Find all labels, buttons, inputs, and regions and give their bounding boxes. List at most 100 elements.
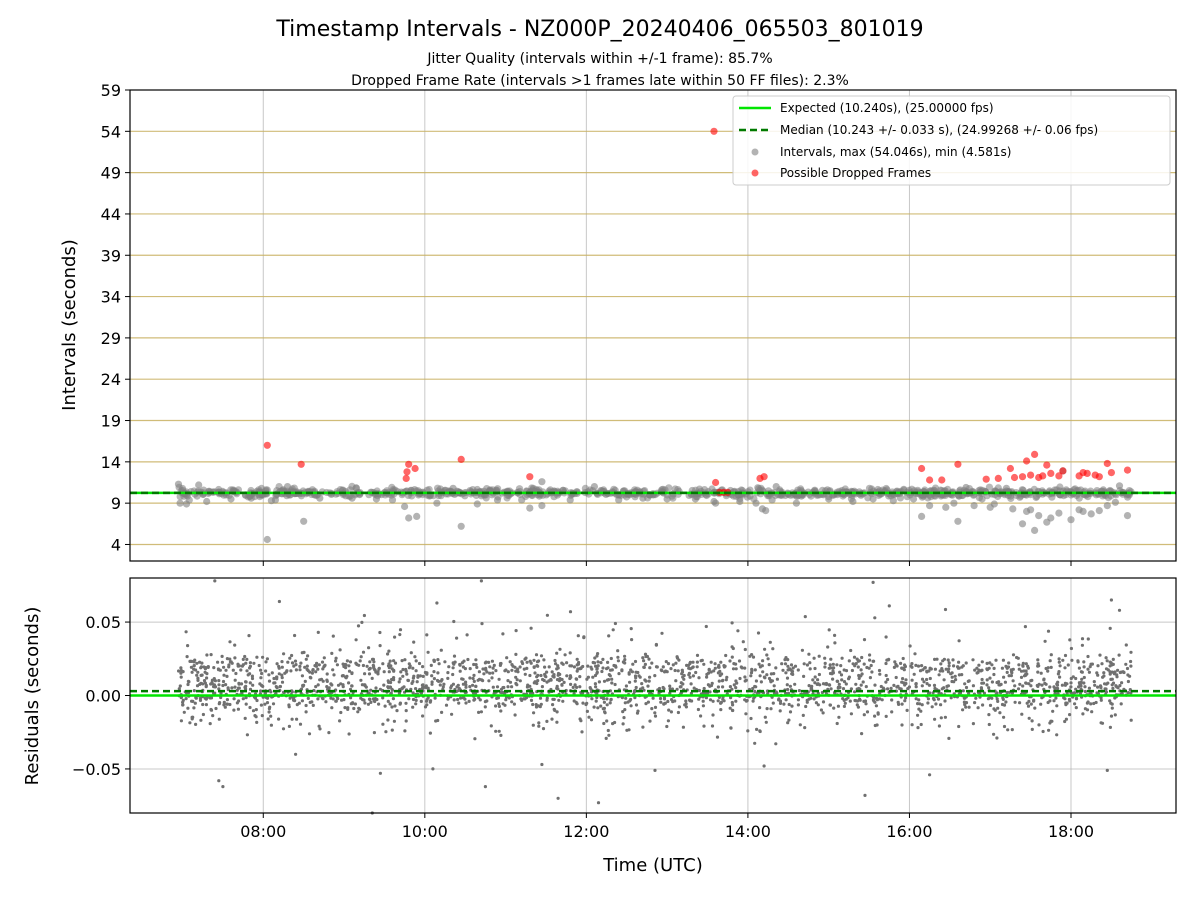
residual-point: [287, 705, 291, 709]
residual-point: [439, 648, 443, 652]
residual-point: [859, 683, 863, 687]
residual-point: [722, 664, 726, 668]
residual-point: [461, 665, 465, 669]
interval-point: [663, 495, 671, 503]
residual-point: [298, 668, 302, 672]
residual-point: [1057, 657, 1061, 661]
residual-point: [985, 683, 989, 687]
residual-point: [318, 727, 322, 731]
residual-point: [331, 668, 335, 672]
residual-point: [819, 708, 824, 712]
residual-point: [696, 707, 701, 712]
residual-point: [775, 677, 780, 681]
residual-point: [1063, 666, 1067, 670]
residual-point: [254, 708, 258, 712]
residual-point: [862, 662, 866, 666]
residual-point: [987, 722, 991, 727]
residual-point: [1126, 691, 1130, 695]
residual-point: [299, 691, 303, 696]
residual-point: [730, 621, 734, 625]
residual-point: [508, 680, 513, 684]
residual-point: [937, 673, 941, 677]
residual-point: [209, 653, 213, 657]
residual-point: [802, 662, 806, 666]
residual-point: [837, 682, 841, 686]
residual-point: [233, 656, 237, 660]
residual-point: [294, 668, 298, 672]
residual-point: [753, 668, 757, 672]
residual-point: [926, 697, 931, 701]
residual-point: [1094, 700, 1098, 705]
residual-point: [208, 722, 212, 726]
residual-point: [234, 671, 238, 676]
residual-point: [823, 665, 827, 669]
residual-point: [653, 768, 657, 773]
legend-dropped-swatch: [751, 169, 759, 177]
residual-point: [936, 697, 941, 701]
residual-point: [1099, 696, 1103, 700]
interval-point: [413, 512, 421, 521]
residual-point: [973, 701, 977, 705]
residual-point: [731, 667, 736, 671]
interval-point: [526, 504, 534, 512]
residual-point: [261, 655, 265, 659]
residual-point: [225, 702, 229, 706]
residual-point: [455, 685, 459, 689]
residual-point: [624, 684, 629, 688]
residual-point: [1021, 664, 1025, 668]
residual-point: [647, 679, 651, 683]
residual-point: [455, 636, 459, 640]
residual-point: [596, 660, 600, 664]
residual-point: [1033, 706, 1037, 710]
residual-point: [947, 664, 951, 668]
residual-point: [815, 682, 819, 687]
residual-point: [953, 674, 957, 678]
residual-point: [390, 687, 394, 691]
residual-point: [788, 667, 792, 671]
residual-point: [556, 671, 561, 676]
residual-point: [191, 699, 195, 704]
residual-point: [222, 703, 226, 707]
residual-point: [1092, 680, 1096, 684]
residual-point: [985, 667, 989, 671]
residual-point: [1073, 702, 1077, 706]
residual-point: [854, 682, 858, 686]
interval-point: [388, 496, 397, 504]
residual-point: [1117, 608, 1122, 612]
residual-point: [259, 668, 263, 672]
residual-point: [415, 680, 419, 684]
residual-point: [630, 670, 635, 674]
residual-point: [316, 630, 320, 635]
residual-point: [869, 663, 873, 668]
residual-point: [181, 670, 185, 674]
residual-point: [996, 706, 1000, 710]
residual-point: [506, 679, 510, 683]
residual-point: [513, 713, 517, 717]
interval-point: [482, 494, 490, 502]
residual-point: [676, 669, 680, 673]
residual-point: [270, 671, 274, 675]
residual-point: [582, 635, 586, 639]
interval-point: [792, 499, 801, 507]
residual-point: [992, 732, 996, 736]
residual-point: [763, 647, 767, 651]
residual-point: [807, 697, 811, 701]
residual-point: [293, 633, 297, 638]
residual-point: [1080, 677, 1084, 681]
residual-point: [1119, 670, 1123, 674]
residual-point: [907, 685, 912, 689]
residual-point: [468, 667, 472, 671]
residual-point: [387, 670, 391, 674]
residual-point: [689, 691, 694, 696]
residual-point: [463, 697, 467, 701]
residual-point: [817, 672, 822, 677]
residual-point: [871, 698, 876, 702]
residual-point: [472, 698, 476, 702]
residual-point: [306, 696, 310, 701]
residual-point: [430, 680, 434, 684]
residual-point: [507, 696, 511, 700]
residual-point: [980, 660, 984, 664]
residual-point: [601, 657, 605, 662]
residual-point: [177, 687, 181, 691]
residual-point: [1058, 675, 1062, 679]
